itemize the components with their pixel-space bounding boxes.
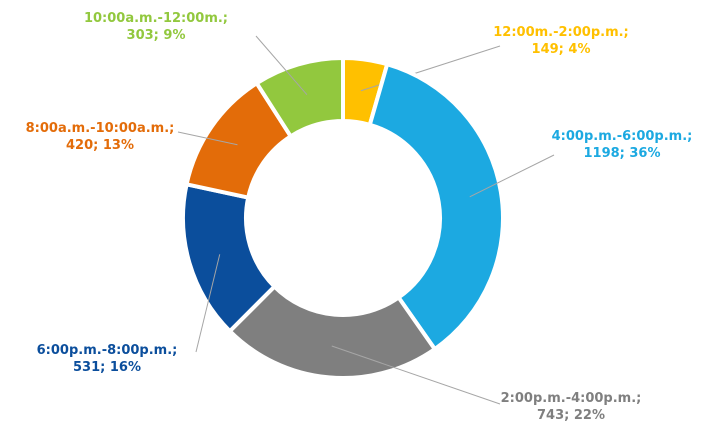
data-label: 12:00m.-2:00p.m.; 149; 4% [493,25,629,57]
donut-slice [227,284,437,380]
leader-line [255,35,308,95]
leader-line [331,345,501,405]
donut-slice [367,62,505,352]
leader-line [469,154,555,198]
data-label: 2:00p.m.-4:00p.m.; 743; 22% [501,391,642,423]
leader-line [195,254,221,353]
data-label: 10:00a.m.-12:00m.; 303; 9% [84,11,228,43]
data-label: 8:00a.m.-10:00a.m.; 420; 13% [26,121,175,153]
donut-slice [254,56,345,139]
data-label: 4:00p.m.-6:00p.m.; 1198; 36% [552,129,693,161]
leader-line [177,131,238,146]
data-label: 6:00p.m.-8:00p.m.; 531; 16% [37,343,178,375]
